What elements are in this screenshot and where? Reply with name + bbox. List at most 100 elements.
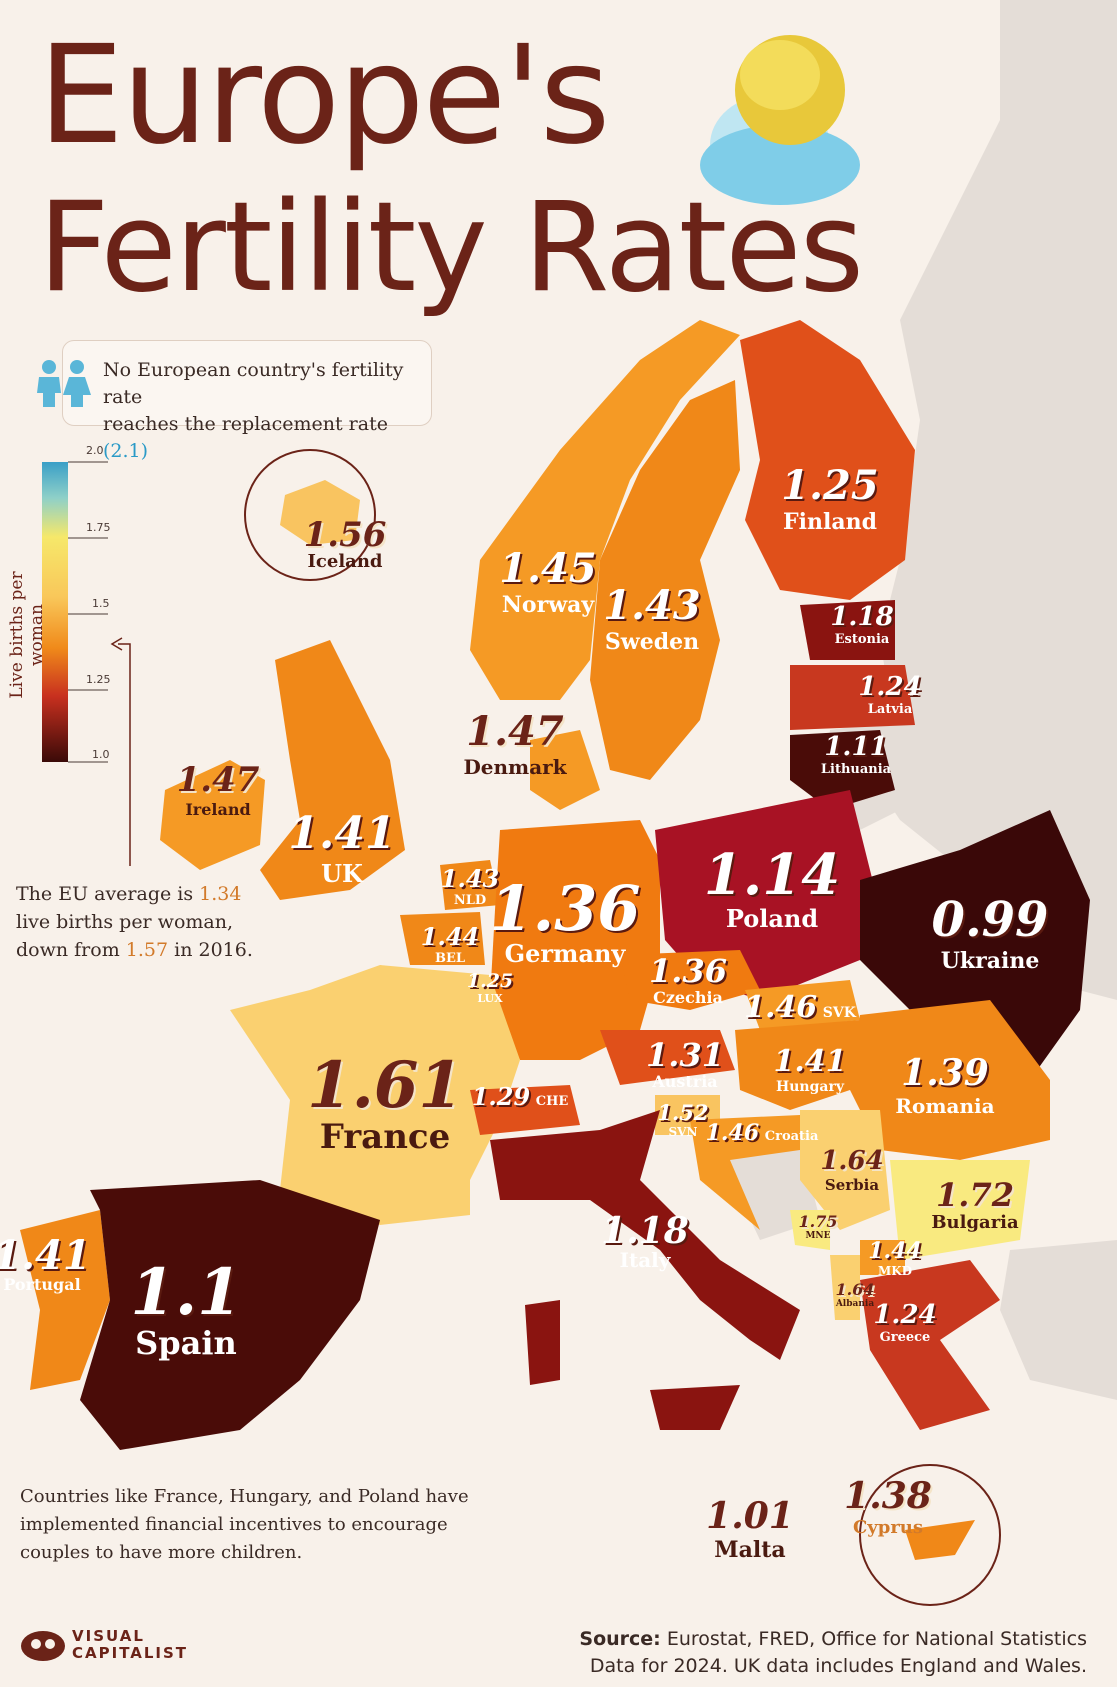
- eu-note-prefix: The EU average is: [16, 883, 194, 905]
- incentive-line-2: implemented financial incentives to enco…: [20, 1514, 448, 1535]
- country-label-cyprus: 1.38 Cyprus: [844, 1475, 932, 1538]
- country-label-germany: 1.36 Germany: [489, 872, 641, 968]
- country-shape-estonia: [800, 600, 895, 660]
- country-shape-spain: [80, 1180, 380, 1450]
- source-text: Eurostat, FRED, Office for National Stat…: [666, 1628, 1087, 1650]
- logo-line-1: VISUAL: [72, 1627, 145, 1645]
- country-shape-poland: [655, 790, 880, 1000]
- country-shape-north-macedonia: [860, 1240, 905, 1275]
- source-label: Source:: [579, 1628, 661, 1650]
- country-label-spain: 1.1 Spain: [130, 1255, 242, 1362]
- country-label-albania: 1.64 Albania: [835, 1280, 875, 1309]
- legend-tick: 2.0: [86, 444, 104, 457]
- country-shape-croatia: [690, 1115, 800, 1230]
- country-shape-france: [230, 965, 520, 1225]
- country-label-norway: 1.45 Norway: [499, 545, 597, 618]
- replacement-rate-value: (2.1): [103, 440, 149, 462]
- note-line-2: reaches the replacement rate: [103, 413, 388, 435]
- country-label-poland: 1.14 Poland: [703, 842, 841, 933]
- country-shape-austria: [600, 1030, 735, 1085]
- legend-tick: 1.5: [92, 597, 110, 610]
- country-label-iceland: 1.56 Iceland: [303, 515, 387, 572]
- country-label-austria: 1.31 Austria: [646, 1036, 724, 1091]
- country-label-latvia: 1.24 Latvia: [858, 672, 922, 717]
- legend-tick: 1.0: [92, 748, 110, 761]
- country-shape-uk: [260, 640, 405, 900]
- country-shape-belgium: [400, 912, 485, 965]
- note-line-1: No European country's fertility rate: [103, 359, 404, 408]
- country-shape-lithuania: [790, 730, 895, 810]
- country-label-czechia: 1.36 Czechia: [649, 952, 727, 1007]
- legend-color-bar: [42, 462, 68, 762]
- country-shape-serbia: [800, 1110, 890, 1230]
- country-shape-montenegro: [790, 1210, 830, 1250]
- country-label-hungary: 1.41 Hungary: [773, 1044, 847, 1095]
- country-label-portugal: 1.41 Portugal: [0, 1232, 91, 1294]
- country-shape-sicily: [650, 1385, 740, 1430]
- country-label-lithuania: 1.11 Lithuania: [820, 732, 892, 777]
- replacement-rate-note: No European country's fertility rate rea…: [37, 340, 432, 462]
- cyprus-inset-ring: [859, 1464, 1001, 1606]
- country-shape-hungary: [735, 1020, 880, 1110]
- logo-icon: [21, 1631, 65, 1661]
- country-shape-sardinia: [525, 1300, 560, 1385]
- eu-note-line-3-prefix: down from: [16, 939, 120, 961]
- country-shape-iceland: [280, 480, 360, 545]
- country-label-greece: 1.24 Greece: [873, 1300, 937, 1345]
- legend-tick: 1.25: [86, 673, 111, 686]
- country-shape-norway: [470, 320, 740, 700]
- country-label-estonia: 1.18 Estonia: [830, 602, 894, 647]
- turkey-land: [1000, 1240, 1117, 1400]
- country-shape-ireland: [160, 760, 265, 870]
- country-label-italy: 1.18 Italy: [601, 1210, 689, 1272]
- country-shape-switzerland: [470, 1085, 580, 1135]
- country-label-north-macedonia: 1.44 MKD: [868, 1238, 922, 1278]
- country-label-slovakia: 1.46 SVK: [744, 990, 856, 1025]
- country-shape-albania: [830, 1255, 860, 1320]
- country-shape-romania: [850, 1000, 1050, 1160]
- country-shape-denmark: [530, 730, 600, 810]
- eu-note-line-2: live births per woman,: [16, 911, 234, 933]
- eu-average-value: 1.34: [199, 883, 242, 905]
- country-label-ukraine: 0.99 Ukraine: [931, 892, 1049, 974]
- country-shape-germany: [490, 820, 660, 1060]
- country-shape-latvia: [790, 665, 915, 730]
- country-shape-greece: [860, 1260, 1000, 1430]
- children-icon: [37, 360, 91, 407]
- country-label-denmark: 1.47 Denmark: [463, 708, 567, 779]
- country-label-croatia: 1.46 Croatia: [705, 1120, 819, 1146]
- country-shape-sweden: [590, 380, 740, 780]
- visual-capitalist-logo: VISUAL CAPITALIST: [20, 1628, 188, 1662]
- eu-previous-value: 1.57: [125, 939, 169, 961]
- incentive-line-3: couples to have more children.: [20, 1542, 303, 1563]
- country-label-finland: 1.25 Finland: [781, 462, 879, 535]
- country-label-serbia: 1.64 Serbia: [820, 1146, 884, 1194]
- country-label-romania: 1.39 Romania: [895, 1052, 995, 1118]
- title-line-1: Europe's: [38, 17, 610, 175]
- incentive-note: Countries like France, Hungary, and Pola…: [20, 1483, 469, 1567]
- legend-title: Live births per woman: [7, 571, 47, 699]
- pacifier-illustration: [700, 35, 860, 205]
- russia-land: [860, 0, 1117, 1000]
- country-shape-cyprus: [905, 1520, 975, 1560]
- country-label-belgium: 1.44 BEL: [420, 922, 480, 966]
- eu-note-line-3-suffix: in 2016.: [174, 939, 253, 961]
- country-label-ireland: 1.47 Ireland: [176, 760, 260, 819]
- country-label-sweden: 1.43 Sweden: [603, 582, 701, 655]
- country-label-switzerland: 1.29 CHE: [471, 1082, 569, 1111]
- country-shape-czechia: [620, 950, 760, 1010]
- eu-average-arrow: [118, 643, 131, 866]
- country-label-malta: 1.01 Malta: [706, 1495, 794, 1563]
- country-label-montenegro: 1.75 MNE: [798, 1212, 838, 1241]
- country-label-slovenia: 1.52 SVN: [657, 1100, 709, 1139]
- title-line-2: Fertility Rates: [38, 176, 864, 320]
- country-shape-portugal: [20, 1210, 110, 1390]
- country-label-netherlands: 1.43 NLD: [440, 864, 500, 908]
- source-note: Source: Eurostat, FRED, Office for Natio…: [579, 1626, 1087, 1680]
- country-shape-slovakia: [745, 980, 860, 1030]
- country-label-luxembourg: 1.25 LUX: [466, 970, 514, 1005]
- country-shape-italy: [490, 1110, 800, 1360]
- country-shape-netherlands: [440, 860, 500, 910]
